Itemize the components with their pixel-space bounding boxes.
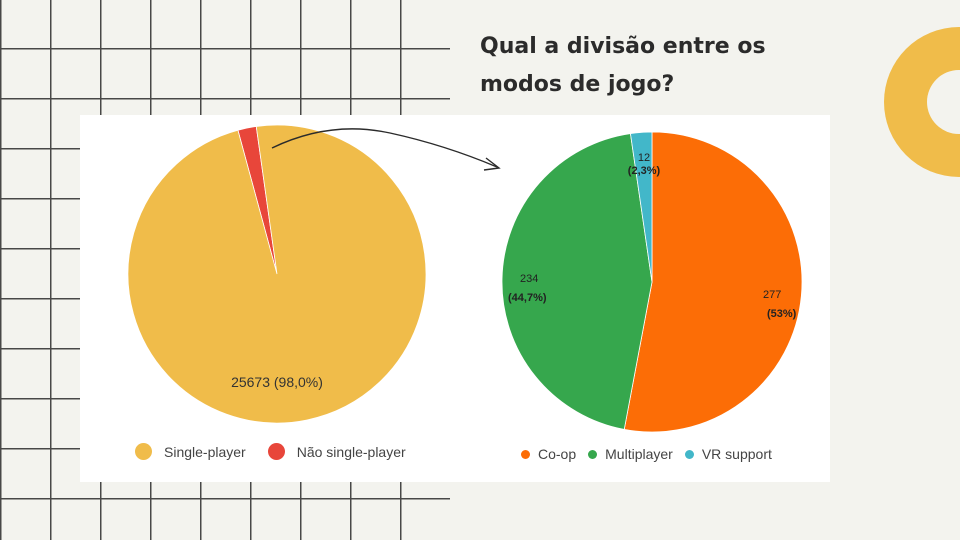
data-label-multiplayer: 234 (44,7%) — [508, 273, 568, 305]
legend-item-co-op: Co-op — [521, 446, 576, 462]
legend-swatch-nao-single-player — [267, 443, 285, 460]
pie-chart-player-modes — [127, 124, 427, 424]
data-label-co-op: 277 (53%) — [755, 289, 805, 321]
pie-chart-multiplayer-modes — [501, 131, 803, 433]
legend-pie-2: Co-op Multiplayer VR support — [521, 446, 772, 462]
chart-card-single-player: 25673 (98,0%) Single-player Não single-p… — [80, 115, 475, 482]
data-label-single-player: 25673 (98,0%) — [231, 374, 323, 390]
legend-item-single-player: Single-player — [135, 443, 246, 460]
pie-slice-single-player — [127, 124, 427, 424]
slide-title: Qual a divisão entre os modos de jogo? — [480, 34, 766, 97]
legend-label-nao-single-player: Não single-player — [296, 443, 406, 460]
pie-slice-vr-support — [629, 131, 653, 283]
pie-slice-co-op — [623, 131, 803, 433]
data-label-vr-support: 12 (2,3%) — [619, 152, 669, 178]
percent-label-vr-support: (2,3%) — [627, 165, 661, 177]
legend-label-vr-support: VR support — [701, 446, 772, 462]
legend-item-multiplayer: Multiplayer — [588, 446, 673, 462]
value-label-vr-support: 12 — [637, 152, 651, 164]
legend-swatch-co-op — [521, 449, 530, 459]
legend-item-nao-single-player: Não single-player — [267, 443, 406, 460]
legend-label-single-player: Single-player — [164, 443, 246, 460]
percent-label-co-op: (53%) — [767, 308, 797, 320]
legend-label-multiplayer: Multiplayer — [605, 446, 673, 462]
legend-label-co-op: Co-op — [538, 446, 577, 462]
pie-slice-multiplayer — [501, 133, 653, 430]
value-label-co-op: 277 — [763, 289, 782, 301]
chart-card-game-modes: 12 (2,3%) 234 (44,7%) 277 (53%) Co-op Mu… — [475, 115, 830, 482]
legend-pie-1: Single-player Não single-player — [135, 443, 406, 460]
legend-swatch-multiplayer — [588, 449, 598, 459]
legend-item-vr-support: VR support — [684, 446, 772, 462]
percent-label-multiplayer: (44,7%) — [508, 292, 547, 304]
legend-swatch-single-player — [135, 443, 152, 460]
legend-swatch-vr-support — [684, 449, 694, 459]
value-label-multiplayer: 234 — [520, 273, 539, 285]
